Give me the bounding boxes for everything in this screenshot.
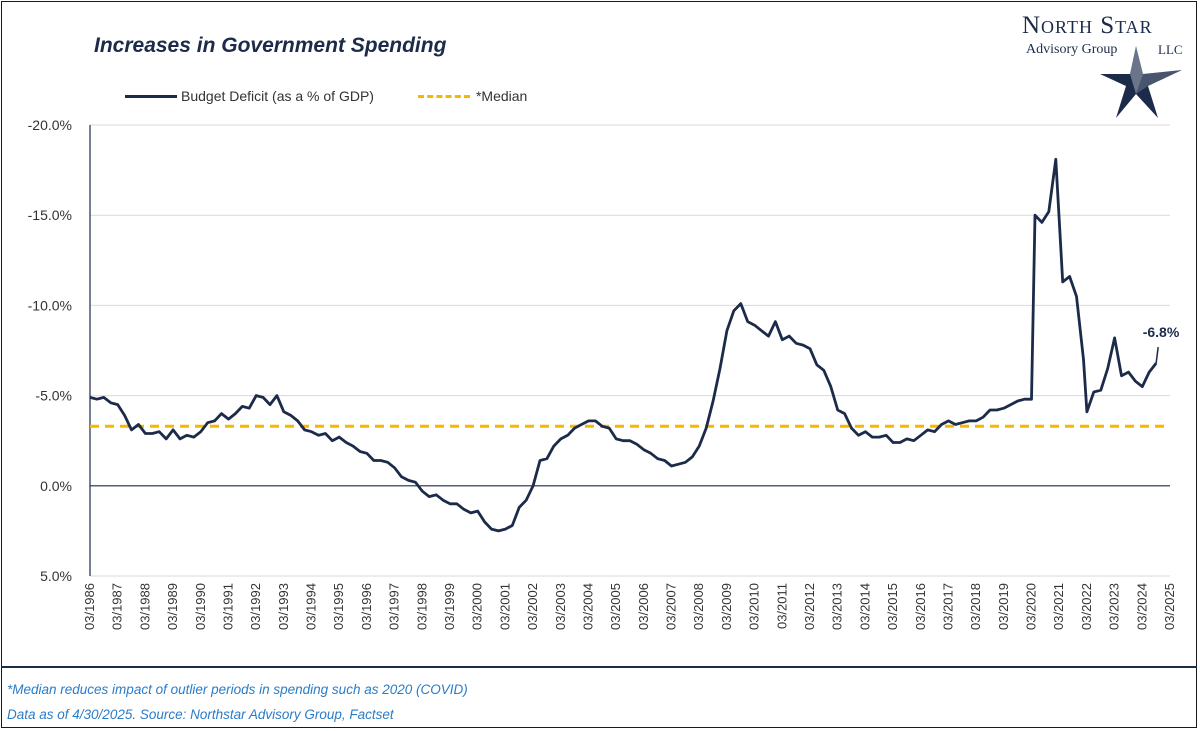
x-tick-label: 03/2007 (664, 583, 679, 630)
company-logo: North Star Advisory Group LLC (1010, 6, 1195, 118)
last-value-label: -6.8% (1143, 324, 1180, 340)
x-tick-label: 03/1988 (137, 583, 152, 630)
x-tick-label: 03/1986 (82, 583, 97, 630)
x-tick-label: 03/2025 (1162, 583, 1177, 630)
x-tick-label: 03/2021 (1051, 583, 1066, 630)
footnote-median: *Median reduces impact of outlier period… (7, 682, 468, 697)
x-tick-label: 03/2012 (802, 583, 817, 630)
logo-name: North Star (1022, 12, 1153, 39)
x-tick-label: 03/2003 (553, 583, 568, 630)
footer-divider (1, 666, 1197, 668)
annotation-leader (1155, 347, 1159, 364)
y-tick-label: -15.0% (28, 207, 72, 223)
legend-series-swatch (125, 94, 177, 98)
budget-deficit-line (89, 157, 1158, 533)
x-tick-label: 03/1999 (442, 583, 457, 630)
chart-legend: Budget Deficit (as a % of GDP) *Median (125, 87, 527, 105)
y-tick-label: -5.0% (35, 388, 72, 404)
x-tick-label: 03/2019 (996, 583, 1011, 630)
y-tick-label: 5.0% (40, 568, 72, 584)
x-tick-label: 03/1993 (276, 583, 291, 630)
x-tick-label: 03/1996 (359, 583, 374, 630)
x-tick-label: 03/2017 (940, 583, 955, 630)
logo-suffix: LLC (1158, 42, 1183, 57)
x-tick-label: 03/2016 (913, 583, 928, 630)
x-tick-label: 03/1998 (414, 583, 429, 630)
north-star-icon (1100, 46, 1182, 118)
x-tick-label: 03/2018 (968, 583, 983, 630)
x-tick-label: 03/1991 (220, 583, 235, 630)
y-tick-label: -20.0% (28, 117, 72, 133)
x-tick-label: 03/1994 (304, 583, 319, 630)
x-tick-label: 03/2013 (830, 583, 845, 630)
x-tick-label: 03/2022 (1079, 583, 1094, 630)
x-tick-label: 03/2010 (747, 583, 762, 630)
x-tick-label: 03/2014 (857, 583, 872, 630)
legend-median-swatch (417, 94, 470, 98)
y-tick-label: 0.0% (40, 478, 72, 494)
legend-series-label: Budget Deficit (as a % of GDP) (181, 88, 374, 104)
chart-title: Increases in Government Spending (94, 34, 447, 57)
legend-median-label: *Median (475, 88, 528, 104)
x-tick-label: 03/2000 (470, 583, 485, 630)
x-tick-label: 03/1997 (387, 583, 402, 630)
x-tick-label: 03/2009 (719, 583, 734, 630)
x-tick-label: 03/2004 (580, 583, 595, 630)
x-tick-label: 03/1995 (331, 583, 346, 630)
x-tick-label: 03/2023 (1107, 583, 1122, 630)
x-tick-label: 03/1987 (110, 583, 125, 630)
y-tick-label: -10.0% (28, 297, 72, 313)
x-tick-label: 03/1989 (165, 583, 180, 630)
logo-subtitle: Advisory Group (1026, 42, 1118, 57)
x-tick-label: 03/2024 (1134, 583, 1149, 630)
x-tick-label: 03/1990 (193, 583, 208, 630)
x-tick-label: 03/2002 (525, 583, 540, 630)
x-tick-label: 03/2008 (691, 583, 706, 630)
x-tick-label: 03/2011 (774, 583, 789, 629)
x-tick-label: 03/1992 (248, 583, 263, 630)
x-tick-label: 03/2020 (1024, 583, 1039, 630)
x-tick-label: 03/2001 (497, 583, 512, 630)
footnote-source: Data as of 4/30/2025. Source: Northstar … (7, 707, 394, 722)
x-tick-label: 03/2006 (636, 583, 651, 630)
x-tick-label: 03/2005 (608, 583, 623, 630)
x-tick-label: 03/2015 (885, 583, 900, 630)
